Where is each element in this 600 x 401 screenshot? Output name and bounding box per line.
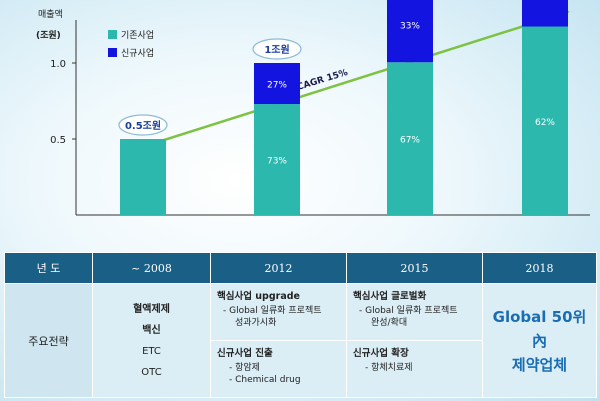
cell-2012-top: 핵심사업 upgrade - Global 일류화 프로젝트 성과가시화 <box>211 284 346 340</box>
cagr-trend-arrow <box>141 9 570 149</box>
header-year: 년 도 <box>4 252 93 284</box>
bar-existing-label: 62% <box>535 118 555 128</box>
row-label: 주요전략 <box>4 283 93 398</box>
bar-existing <box>120 139 166 215</box>
total-label: 0.5조원 <box>125 119 161 132</box>
legend-swatch <box>108 48 117 57</box>
bar-existing <box>387 62 433 215</box>
item-2008: 혈액제제 <box>133 303 170 315</box>
header-2018: 2018 <box>482 252 597 284</box>
bar-new-label: 27% <box>267 81 287 91</box>
item-2012-top: 성과가시화 <box>235 318 277 328</box>
table-header-row: 년 도 ~ 2008 2012 2015 2018 <box>4 252 597 284</box>
cell-2015-bottom: 신규사업 확장 - 항체치료제 <box>347 340 482 397</box>
legend-swatch <box>108 30 117 39</box>
item-2015-top: 완성/확대 <box>371 318 408 328</box>
header-2012: 2012 <box>210 252 347 284</box>
cell-2015-top: 핵심사업 글로벌화 - Global 일류화 프로젝트 완성/확대 <box>347 284 482 340</box>
item-2012-bottom: - Chemical drug <box>229 375 301 385</box>
strategy-table: 년 도 ~ 2008 2012 2015 2018 주요전략 혈액제제 백신 E… <box>4 252 597 398</box>
goal-line: Global 50위 內 <box>492 307 587 350</box>
y-axis-unit: (조원) <box>36 29 61 41</box>
total-bubble <box>118 114 168 136</box>
title-2015-bottom: 신규사업 확장 <box>353 348 409 359</box>
cell-2008: 혈액제제 백신 ETC OTC <box>92 283 211 398</box>
bar-existing-label: 67% <box>400 136 420 146</box>
y-tick-label: 0.5 <box>50 135 66 146</box>
header-2015: 2015 <box>346 252 483 284</box>
item-2008: 백신 <box>142 324 161 336</box>
title-2012-top: 핵심사업 upgrade <box>217 291 300 302</box>
legend-label: 신규사업 <box>121 48 154 59</box>
item-2012-bottom: - 항암제 <box>229 363 260 373</box>
header-2008: ~ 2008 <box>92 252 211 284</box>
cell-2012-bottom: 신규사업 진출 - 항암제 - Chemical drug <box>211 340 346 397</box>
item-2008: ETC <box>142 345 161 357</box>
cell-2012: 핵심사업 upgrade - Global 일류화 프로젝트 성과가시화 신규사… <box>210 283 347 398</box>
bar-new <box>254 63 300 105</box>
y-axis-label: 매출액 <box>38 8 63 20</box>
item-2008: OTC <box>141 366 162 378</box>
title-2015-top: 핵심사업 글로벌화 <box>353 291 427 302</box>
bar-new <box>522 0 568 27</box>
table-strategy-row: 주요전략 혈액제제 백신 ETC OTC 핵심사업 upgrade - Glob… <box>4 283 597 398</box>
cell-2015: 핵심사업 글로벌화 - Global 일류화 프로젝트 완성/확대 신규사업 확… <box>346 283 483 398</box>
bar-existing <box>254 104 300 215</box>
title-2012-bottom: 신규사업 진출 <box>217 348 273 359</box>
goal-line: 제약업체 <box>511 355 568 374</box>
bar-new-label: 33% <box>400 22 420 32</box>
bar-new <box>387 0 433 63</box>
legend-label: 기존사업 <box>121 30 154 41</box>
revenue-chart: 매출액(조원)0.51.01.52.0 CAGR 15% 0.5조원73%27%… <box>36 0 590 216</box>
cell-2018: Global 50위 內 제약업체 <box>482 283 597 398</box>
bar-existing-label: 73% <box>267 157 287 167</box>
item-2012-top: - Global 일류화 프로젝트 <box>223 306 322 316</box>
y-tick-label: 1.0 <box>50 59 66 70</box>
item-2015-top: - Global 일류화 프로젝트 <box>359 306 458 316</box>
total-label: 1조원 <box>264 43 289 56</box>
bar-existing <box>522 26 568 215</box>
total-bubble <box>252 38 302 60</box>
item-2015-bottom: - 항체치료제 <box>365 363 413 373</box>
